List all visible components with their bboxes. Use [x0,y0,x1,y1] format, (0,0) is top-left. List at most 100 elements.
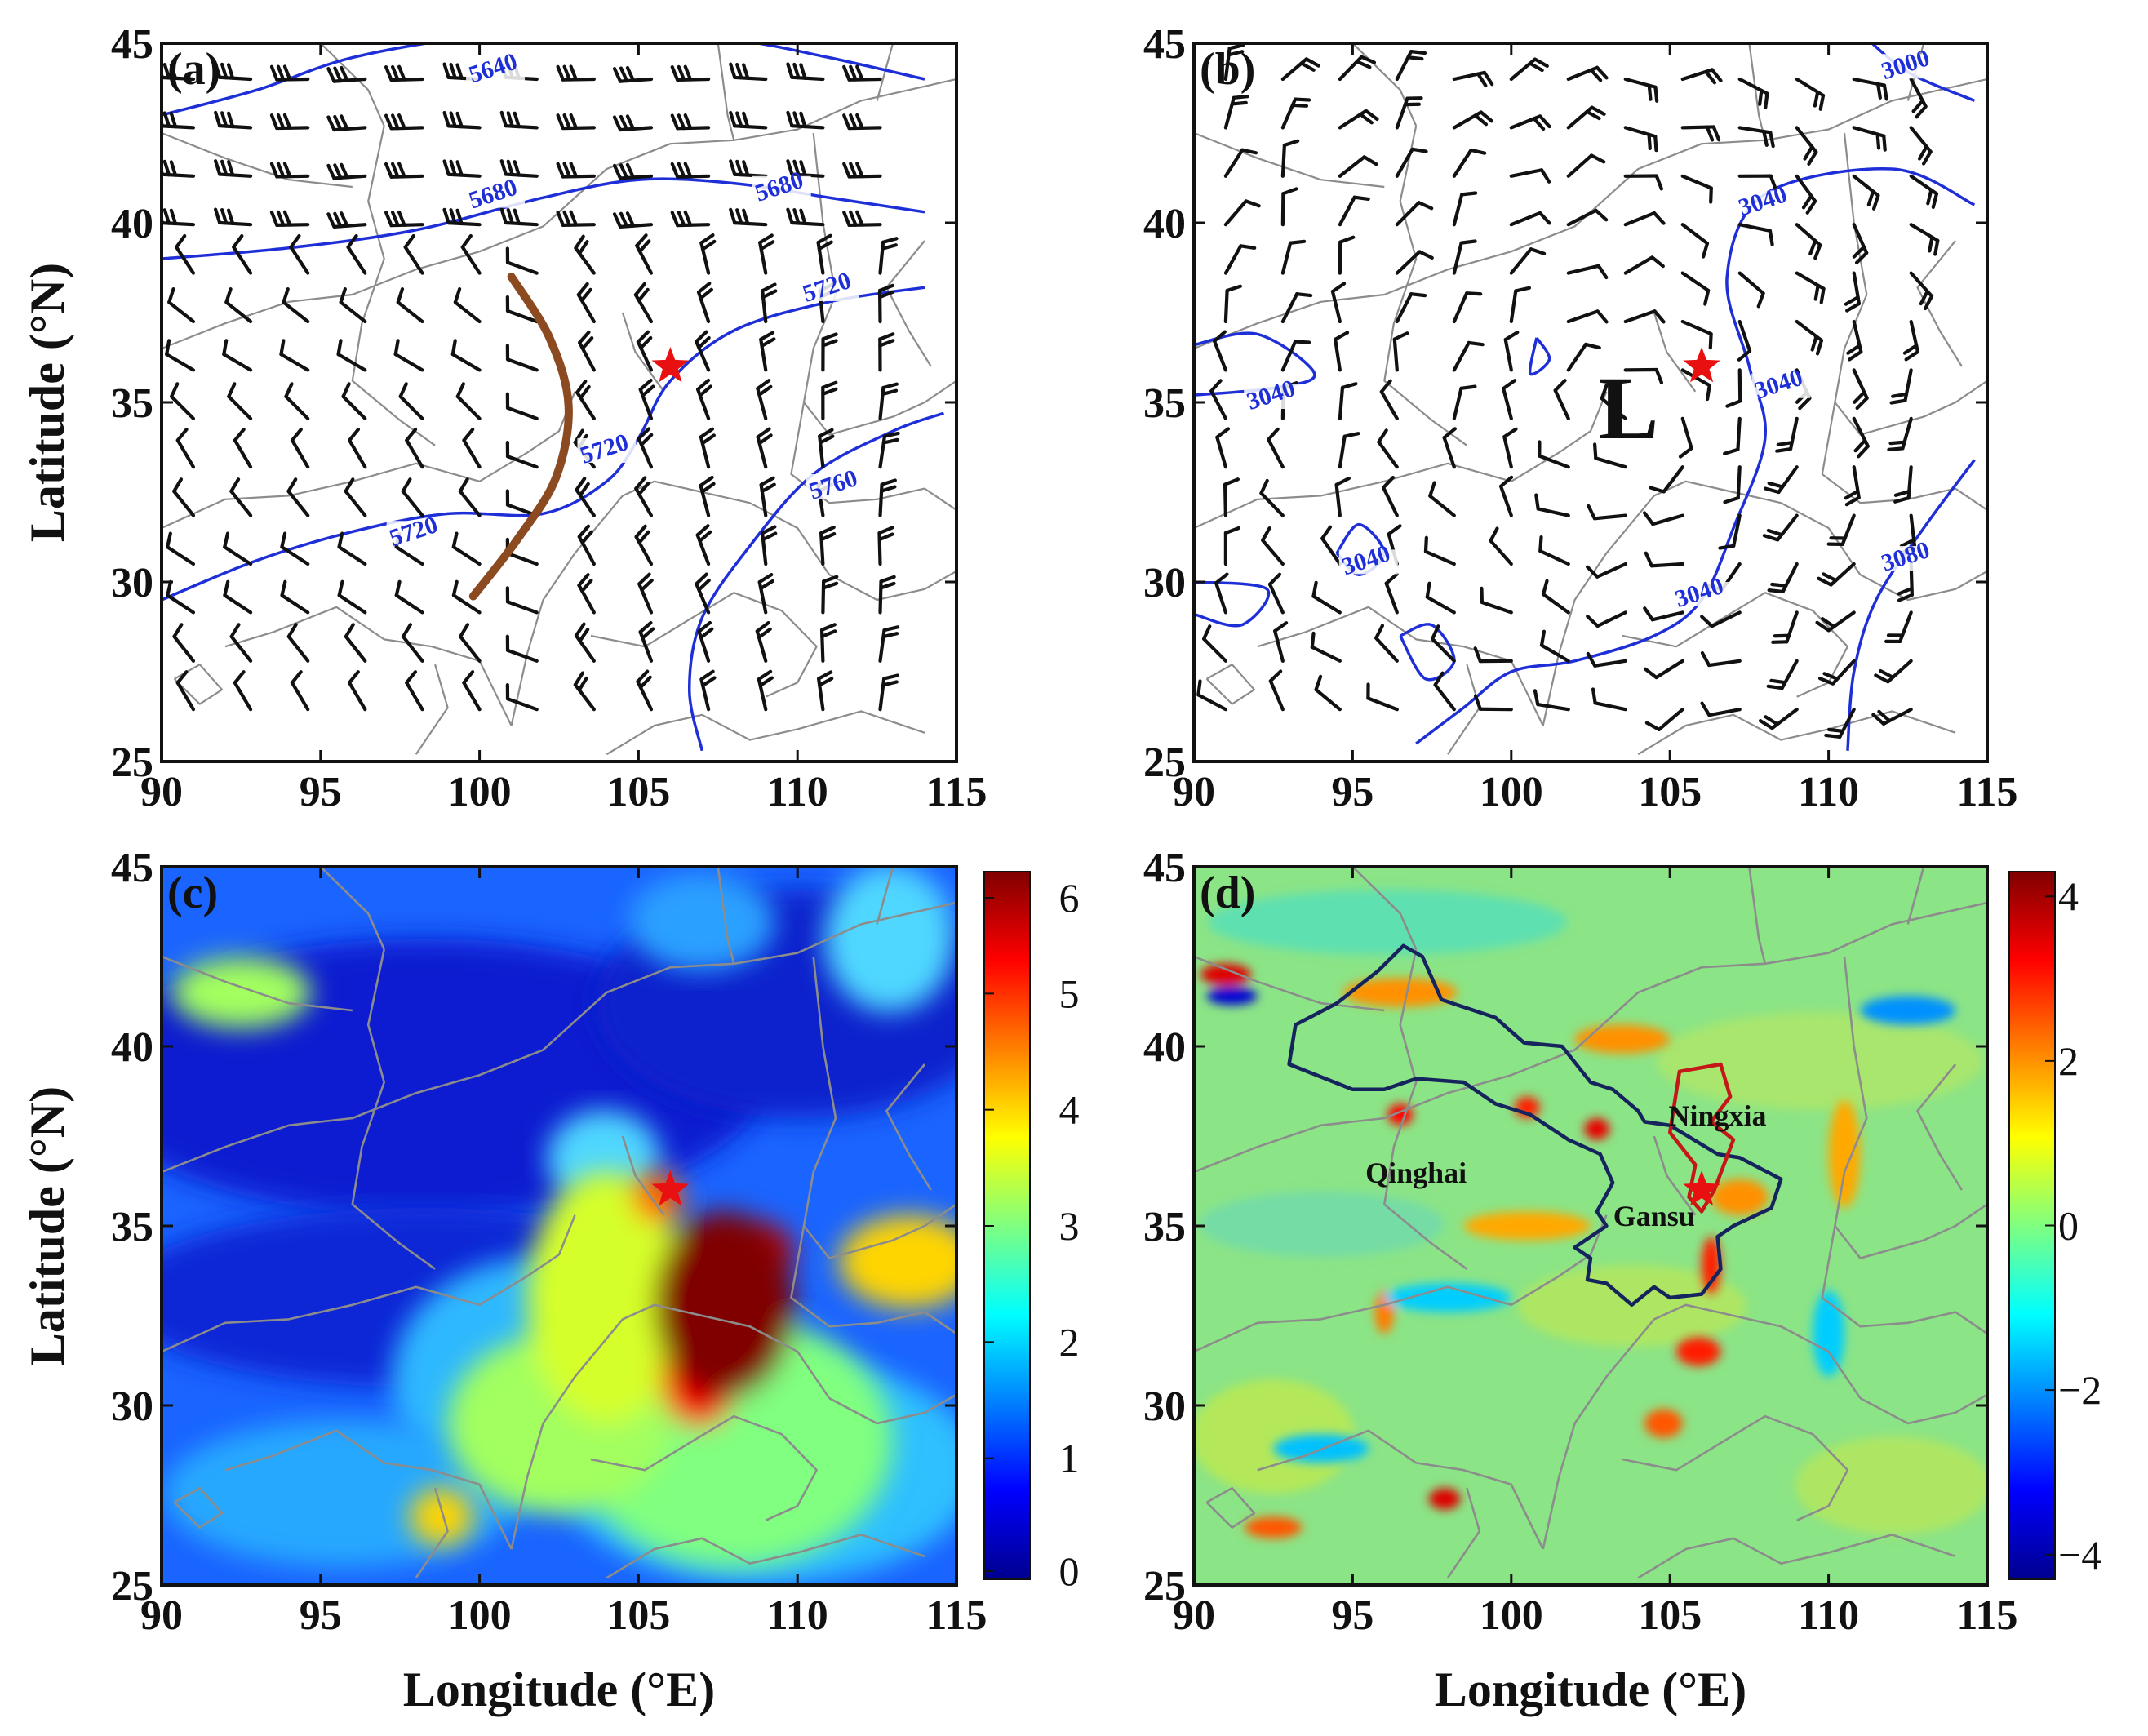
wind-barb-feather [735,159,743,177]
wind-barb-feather [1801,193,1813,210]
x-tick-label: 105 [606,1592,670,1639]
panel-d-ningxia-outline [1667,1062,1736,1214]
wind-barb-feather [1766,684,1784,690]
wind-barb-feather [759,331,775,341]
wind-barb-feather [1273,621,1289,633]
wind-barb-feather [818,434,835,445]
wind-barb-shaft [401,634,424,663]
wind-barb-feather [792,208,801,225]
wind-barb-feather [880,478,897,486]
region-label-qinghai: Qinghai [1365,1157,1467,1189]
wind-barb-shaft [1423,549,1456,566]
wind-barb-feather [451,579,459,597]
wind-barb-shaft [347,681,367,712]
wind-barb-shaft [233,438,253,469]
wind-barb-feather [1364,109,1379,122]
wind-barb-feather [821,581,839,590]
wind-barb-feather [1768,229,1774,246]
wind-barb-feather [1891,392,1909,398]
province-boundary-line [162,391,576,530]
wind-barb-shaft [1566,309,1600,324]
wind-barb-feather [282,286,290,304]
colorbar-tick-label: 0 [2058,1203,2079,1249]
anomaly-maximum [1584,1118,1610,1140]
wind-barb-shaft [223,545,253,566]
wind-barb-feather [556,64,565,82]
wind-barb-feather [449,111,457,128]
wind-barb-feather [619,211,629,229]
wind-barb-feather [855,210,864,227]
wind-barb-shaft [1377,440,1399,469]
wind-barb-feather [222,339,229,357]
wind-barb-feather [792,62,801,80]
wind-barb-feather [698,384,712,397]
wind-barb-feather [695,330,708,344]
wind-barb-shaft [1452,386,1463,420]
wind-barb-shaft [1657,708,1684,731]
wind-barb-feather [761,525,777,535]
wind-barb-shaft [403,245,424,275]
province-boundary-line [162,131,353,189]
wind-barb-shaft [229,634,253,663]
wind-barb-shaft [218,220,253,227]
wind-barb-shaft [1384,581,1399,615]
wind-barb-feather [878,339,895,348]
panel-d-colorbar: 4 2 0 −2 −4 [2008,871,2101,1580]
wind-barb-shaft [1374,636,1399,663]
wind-barb-feather [1826,727,1845,733]
province-boundary-line [162,955,353,1012]
wind-barb-feather [1589,153,1606,164]
wind-barb-shaft [1623,211,1657,227]
y-tick-label: 25 [111,1563,153,1609]
wind-barb-shaft [337,545,367,566]
wind-barb-feather [735,111,743,128]
panel-c-province-boundaries [162,867,956,1579]
wind-barb-feather [842,64,851,82]
wind-barb-shaft [453,300,482,324]
wind-barb-feather [223,531,230,549]
wind-barb-feather [1473,694,1482,711]
wind-barb-feather [1417,201,1434,211]
wind-barb-shaft [1594,456,1627,469]
wind-barb-feather [1921,149,1933,166]
wind-barb-feather [638,675,652,690]
wind-barb-feather [1871,193,1880,211]
wind-barb-feather [761,289,778,300]
wind-barb-shaft [286,634,310,663]
wind-barb-shaft [218,75,253,82]
y-axis-title-top: Latitude (°N) [20,263,74,542]
panel-b-wind-barbs [1196,43,1940,739]
wind-barb-feather [449,159,457,177]
precip-maximum [654,1211,795,1399]
wind-barb-feather [637,239,651,254]
wind-barb-shaft [1503,337,1513,372]
wind-barb-shaft [1395,250,1422,275]
wind-barb-shaft [336,353,367,372]
wind-barb-feather [1848,349,1863,362]
wind-barb-feather [729,110,737,128]
wind-barb-feather [169,160,178,177]
wind-barb-feather [879,575,896,584]
province-boundary-line [590,592,818,698]
x-tick-label: 100 [1480,1592,1543,1639]
wind-barb-feather [786,159,794,176]
wind-barb-feather [1877,709,1892,723]
wind-barb-feather [1533,57,1549,69]
province-boundary-line [828,570,956,602]
wind-barb-feather [460,233,473,249]
panel-b-frame [1194,43,1987,761]
wind-barb-feather [506,208,514,225]
wind-barb-shaft [446,221,482,227]
wind-barb-shaft [1214,581,1227,615]
y-tick-label: 25 [1143,739,1186,786]
wind-barb-shaft [1509,289,1518,324]
panel-c-label: (c) [167,868,218,918]
colorbar-tick-label: 5 [1059,970,1080,1016]
wind-barb-feather [1933,238,1940,256]
wind-barb-shaft [1314,687,1342,712]
wind-barb-feather [344,477,355,494]
wind-barb-feather [577,524,591,539]
wind-barb-shaft [289,245,310,275]
wind-barb-feather [1893,490,1911,497]
